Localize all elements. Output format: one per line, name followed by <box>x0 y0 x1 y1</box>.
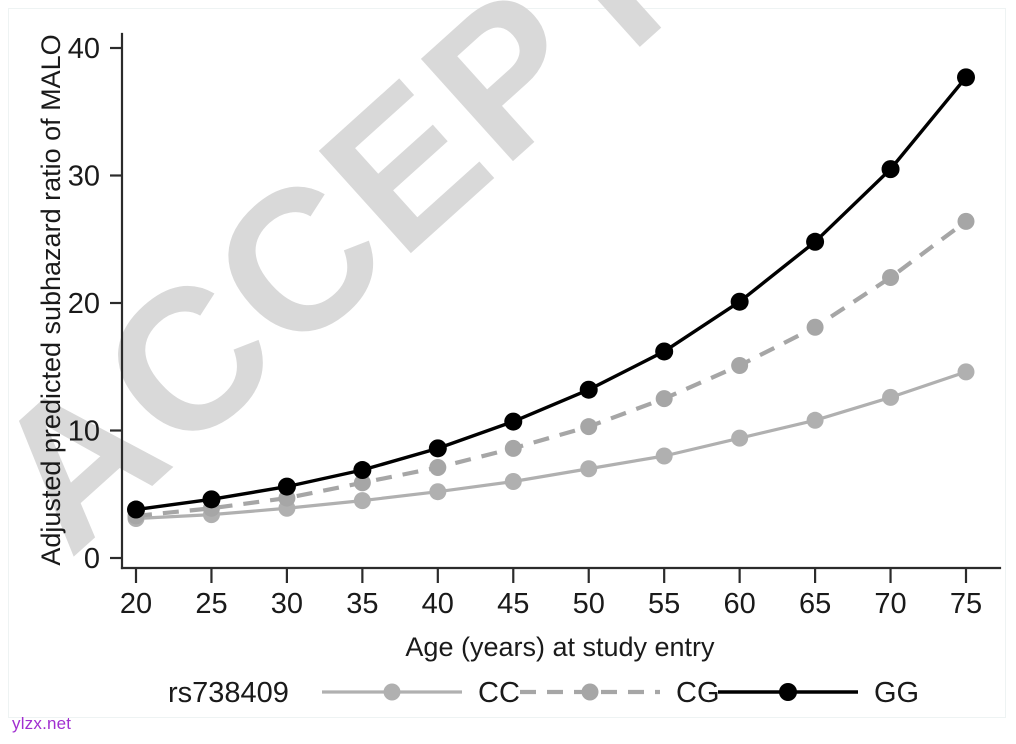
x-tick-label: 70 <box>874 588 906 620</box>
data-series-group <box>127 68 975 527</box>
data-point <box>202 490 221 509</box>
y-tick-label: 0 <box>84 543 100 575</box>
data-point <box>882 388 900 406</box>
data-point <box>429 483 447 501</box>
y-tick-label: 20 <box>68 288 100 320</box>
data-point <box>957 68 975 87</box>
site-watermark-tag: ylzx.net <box>12 714 72 733</box>
data-point <box>579 380 598 399</box>
data-point <box>353 461 372 480</box>
data-point <box>957 363 975 381</box>
data-point <box>655 390 673 408</box>
data-point <box>504 439 522 457</box>
data-point <box>353 474 371 492</box>
data-point <box>806 318 824 336</box>
data-point <box>504 473 522 490</box>
data-point <box>806 232 825 251</box>
data-point <box>806 411 824 429</box>
data-point <box>655 447 673 465</box>
data-point <box>277 477 296 496</box>
data-point <box>504 412 523 431</box>
x-tick-label: 55 <box>648 588 680 620</box>
data-point <box>580 418 598 436</box>
y-tick-label: 10 <box>68 416 100 448</box>
legend-label-cc: CC <box>478 677 520 709</box>
x-tick-label: 25 <box>195 588 227 620</box>
x-tick-label: 45 <box>497 588 529 620</box>
legend-entry-cg: CG <box>520 677 720 709</box>
data-point <box>428 439 447 458</box>
x-tick-label: 30 <box>271 588 303 620</box>
x-tick-label: 40 <box>422 588 454 620</box>
data-point <box>353 492 371 510</box>
legend-entry-gg: GG <box>718 677 919 709</box>
legend-entry-cc: CC <box>322 677 520 709</box>
data-point <box>730 292 749 311</box>
data-point <box>881 160 900 179</box>
data-point <box>580 460 598 478</box>
x-tick-label: 60 <box>724 588 756 620</box>
legend-label-gg: GG <box>874 677 919 709</box>
legend-swatch-marker <box>779 683 797 701</box>
x-tick-label: 20 <box>120 588 152 620</box>
y-axis-title: Adjusted predicted subhazard ratio of MA… <box>36 34 66 565</box>
x-axis-title: Age (years) at study entry <box>405 632 715 662</box>
legend-label-cg: CG <box>676 677 720 709</box>
y-tick-label: 30 <box>68 161 100 193</box>
data-point <box>731 356 749 374</box>
series-line-gg <box>134 75 968 512</box>
x-tick-label: 50 <box>573 588 605 620</box>
x-axis-ticks: 20 25 30 35 40 45 50 55 60 65 70 75 <box>120 568 982 620</box>
series-line-cc <box>134 370 968 521</box>
x-tick-label: 65 <box>799 588 831 620</box>
legend-swatch-marker <box>581 683 599 701</box>
x-tick-label: 75 <box>950 588 982 620</box>
data-point <box>957 212 975 230</box>
series-gg <box>127 68 975 519</box>
y-axis-ticks: 0 10 20 30 40 <box>68 33 122 575</box>
data-point <box>655 342 674 361</box>
y-tick-label: 40 <box>68 33 100 65</box>
data-point <box>731 429 749 447</box>
legend-swatch-marker <box>383 683 401 701</box>
data-point <box>882 269 900 286</box>
legend-title: rs738409 <box>168 677 289 709</box>
chart-legend: rs738409 CC CG GG <box>168 677 919 709</box>
axes-group <box>120 32 1002 570</box>
series-line-cg <box>135 219 968 519</box>
x-tick-label: 35 <box>346 588 378 620</box>
data-point <box>429 458 447 476</box>
data-point <box>127 500 145 519</box>
